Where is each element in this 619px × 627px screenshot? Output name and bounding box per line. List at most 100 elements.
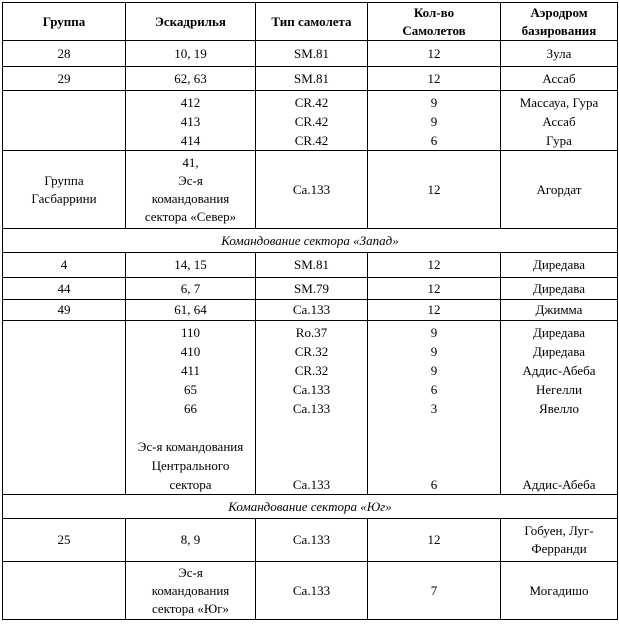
cell-line: CR.42 xyxy=(294,133,329,148)
cell-line: Диредава xyxy=(532,257,586,272)
cell-line: 6, 7 xyxy=(180,280,201,296)
cell-group: 29 xyxy=(2,66,126,91)
cell-line xyxy=(504,418,614,437)
cell-line: Ca.133 xyxy=(292,582,331,598)
cell-squadron: 8, 9 xyxy=(125,518,256,562)
cell-aircraft-count: 12 xyxy=(367,252,501,278)
cell-line: SM.81 xyxy=(293,70,330,86)
cell-line: Ro.37 xyxy=(295,325,328,340)
cell-aircraft-type: Ca.133 xyxy=(255,561,368,620)
cell-line: сектора «Юг» xyxy=(151,600,230,616)
cell-group: 28 xyxy=(2,40,126,67)
cell-line: 12 xyxy=(427,302,441,317)
cell-line: 9 xyxy=(430,344,438,359)
cell-line: 28 xyxy=(57,45,71,61)
cell-group: 49 xyxy=(2,299,126,321)
cell-airfield: Джимма xyxy=(500,299,618,321)
header-row: Группа Эскадрилья Тип самолета Кол-во Самоле… xyxy=(2,2,618,41)
cell-line: 14, 15 xyxy=(174,257,207,272)
cell-aircraft-type: CR.42 CR.42 CR.42 xyxy=(255,90,368,151)
cell-line: 110 xyxy=(180,325,201,340)
cell-line: Ассаб xyxy=(542,114,576,129)
cell-squadron: 41, Эс-я командования сектора «Север» xyxy=(125,150,256,229)
cell-line: CR.42 xyxy=(294,114,329,129)
cell-aircraft-count: 12 xyxy=(367,277,501,300)
header-squadron: Эскадрилья xyxy=(125,2,256,41)
cell-line xyxy=(6,93,122,112)
table-row: 412 413 414 CR.42 CR.42 CR.42 9 9 6 Массауа, Гура… xyxy=(2,90,618,151)
table-row: 44 6, 7 SM.79 12 Диредава xyxy=(2,277,618,300)
cell-line: 66 xyxy=(184,401,197,416)
header-text: Тип самолета xyxy=(271,13,352,29)
cell-line: сектора xyxy=(169,477,212,492)
cell-line: 412 xyxy=(180,95,201,110)
cell-line: Джимма xyxy=(535,302,583,317)
cell-airfield: Диредава xyxy=(500,277,618,300)
cell-aircraft-type: SM.81 xyxy=(255,40,368,67)
cell-aircraft-count: 12 xyxy=(367,518,501,562)
cell-squadron: 14, 15 xyxy=(125,252,256,278)
cell-line: Диредава xyxy=(532,280,586,296)
cell-line: 12 xyxy=(427,45,441,61)
cell-line xyxy=(259,456,364,475)
cell-line: 6 xyxy=(430,382,438,397)
cell-line: 7 xyxy=(430,582,438,598)
cell-line: 65 xyxy=(184,382,197,397)
cell-line: Агордат xyxy=(536,181,582,197)
section-row: Командование сектора «Запад» xyxy=(2,228,618,253)
cell-airfield: Агордат xyxy=(500,150,618,229)
cell-line: CR.42 xyxy=(294,95,329,110)
cell-line xyxy=(504,437,614,456)
cell-squadron: 110 410 411 65 66 Эс-я командования Центрально… xyxy=(125,320,256,495)
header-text: Самолетов xyxy=(402,22,466,38)
cell-group xyxy=(2,90,126,151)
cell-line: CR.32 xyxy=(294,344,329,359)
cell-aircraft-count: 7 xyxy=(367,561,501,620)
cell-line: Ca.133 xyxy=(292,181,331,197)
cell-aircraft-count: 12 xyxy=(367,66,501,91)
cell-line: Ca.133 xyxy=(292,401,331,416)
table-row: 4 14, 15 SM.81 12 Диредава xyxy=(2,252,618,278)
cell-line xyxy=(129,418,252,437)
cell-airfield: Диредава xyxy=(500,252,618,278)
cell-line: CR.32 xyxy=(294,363,329,378)
cell-airfield: Зула xyxy=(500,40,618,67)
cell-squadron: 62, 63 xyxy=(125,66,256,91)
cell-line: 9 xyxy=(430,114,438,129)
cell-group: Группа Гасбаррини xyxy=(2,150,126,229)
cell-line: 49 xyxy=(57,302,71,317)
cell-line: Ca.133 xyxy=(292,532,331,547)
header-text: Кол-во xyxy=(413,4,455,20)
cell-aircraft-count: 12 xyxy=(367,150,501,229)
cell-line: SM.81 xyxy=(293,257,330,272)
cell-airfield: Ассаб xyxy=(500,66,618,91)
cell-line: 12 xyxy=(427,532,441,547)
cell-line: Гасбаррини xyxy=(31,190,97,206)
cell-line xyxy=(371,437,497,456)
cell-aircraft-type: Ro.37 CR.32 CR.32 Ca.133 Ca.133 Ca.133 xyxy=(255,320,368,495)
cell-line: Гобуен, Луг- xyxy=(524,523,594,538)
table-row: Группа Гасбаррини 41, Эс-я командования секто… xyxy=(2,150,618,229)
header-text: Аэродром xyxy=(530,4,588,20)
cell-line: 411 xyxy=(180,363,201,378)
cell-line: Группа xyxy=(44,172,84,188)
cell-airfield: Могадишо xyxy=(500,561,618,620)
cell-line: 29 xyxy=(57,70,71,86)
table-row: 49 61, 64 Ca.133 12 Джимма xyxy=(2,299,618,321)
cell-line: Эс-я xyxy=(178,172,203,188)
cell-line xyxy=(259,437,364,456)
header-aircraft-type: Тип самолета xyxy=(255,2,368,41)
cell-aircraft-count: 9 9 6 xyxy=(367,90,501,151)
section-row: Командование сектора «Юг» xyxy=(2,494,618,519)
cell-line: 6 xyxy=(430,133,438,148)
table-row: 28 10, 19 SM.81 12 Зула xyxy=(2,40,618,67)
cell-line: Ассаб xyxy=(542,70,576,86)
cell-group xyxy=(2,561,126,620)
cell-line: Ca.133 xyxy=(292,477,331,492)
cell-line xyxy=(371,418,497,437)
cell-line: командования xyxy=(151,582,230,598)
cell-line: Диредава xyxy=(532,344,586,359)
cell-line: 25 xyxy=(57,532,71,547)
cell-line: Ферранди xyxy=(531,541,587,556)
cell-airfield: Массауа, Гура Ассаб Гура xyxy=(500,90,618,151)
